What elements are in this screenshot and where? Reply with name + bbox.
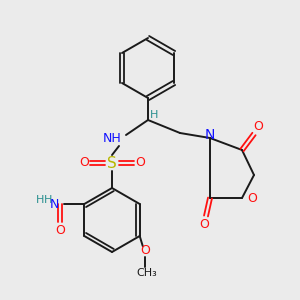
Text: O: O	[79, 157, 89, 169]
Text: O: O	[247, 191, 257, 205]
Text: N: N	[205, 128, 215, 142]
Text: O: O	[135, 157, 145, 169]
Text: H: H	[44, 195, 52, 205]
Text: O: O	[253, 119, 263, 133]
Text: O: O	[55, 224, 65, 236]
Text: O: O	[199, 218, 209, 232]
Text: O: O	[140, 244, 150, 257]
Text: S: S	[107, 155, 117, 170]
Text: H: H	[36, 195, 44, 205]
Text: N: N	[50, 197, 59, 211]
Text: NH: NH	[103, 131, 122, 145]
Text: CH₃: CH₃	[136, 268, 157, 278]
Text: H: H	[150, 110, 158, 120]
